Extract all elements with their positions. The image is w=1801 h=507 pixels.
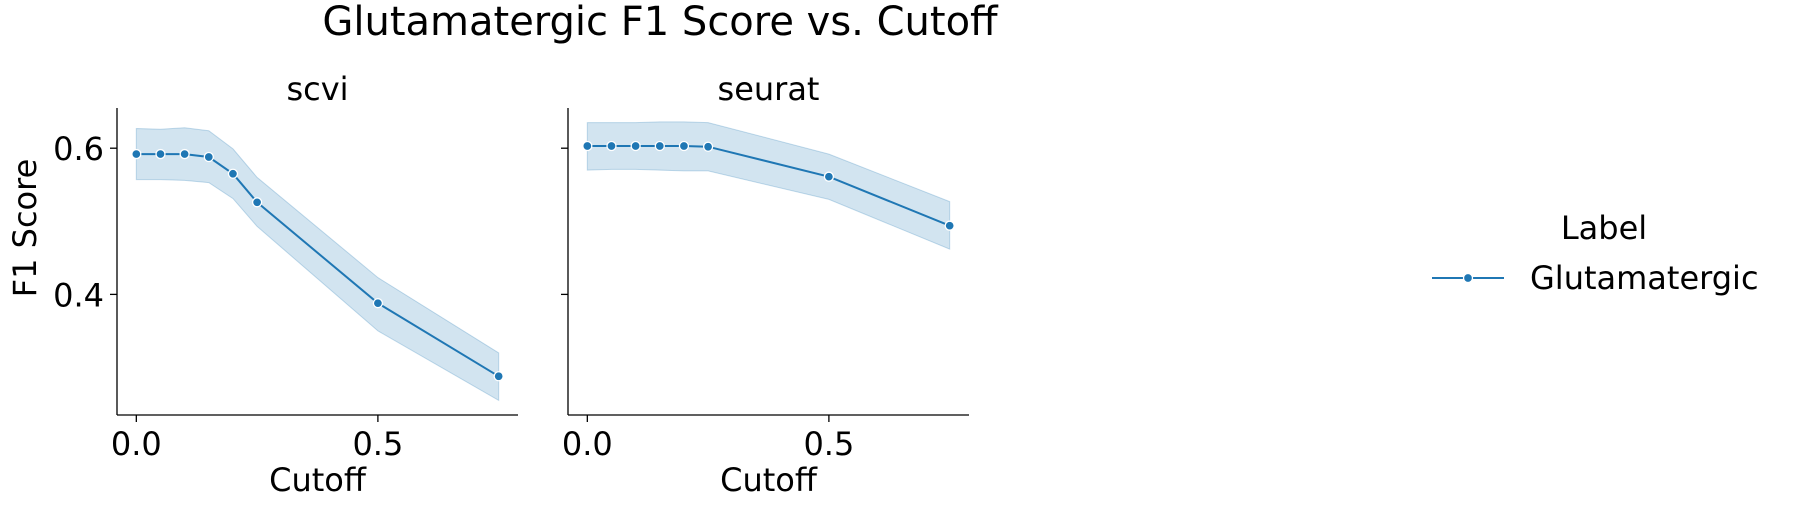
data-point	[678, 140, 690, 152]
x-tick-label: 0.0	[111, 425, 162, 463]
confidence-band	[586, 121, 951, 250]
data-point	[179, 148, 190, 160]
data-point	[654, 140, 665, 152]
legend-marker	[1462, 272, 1474, 284]
data-point	[944, 220, 955, 231]
facet-title: scvi	[286, 70, 348, 108]
x-axis-label: Cutoff	[720, 461, 818, 499]
legend-entry: Glutamatergic	[1530, 259, 1759, 297]
data-point	[630, 140, 641, 152]
data-point	[203, 151, 214, 163]
y-tick-label: 0.6	[53, 130, 104, 168]
data-point	[823, 171, 835, 182]
data-point	[251, 197, 263, 208]
data-point	[582, 140, 593, 152]
data-point	[606, 140, 617, 152]
legend: Label Glutamatergic	[1432, 209, 1759, 297]
chart-title: Glutamatergic F1 Score vs. Cutoff	[322, 0, 999, 45]
x-axis-label: Cutoff	[269, 461, 367, 499]
data-point	[155, 148, 166, 160]
data-point	[131, 148, 142, 160]
confidence-band	[135, 127, 500, 402]
data-point	[702, 141, 714, 152]
data-point	[372, 298, 384, 309]
y-tick-label: 0.4	[53, 276, 104, 314]
data-point	[493, 371, 504, 382]
legend-title: Label	[1561, 209, 1647, 247]
y-axis-label: F1 Score	[6, 159, 44, 298]
data-point	[227, 168, 239, 179]
facet-title: seurat	[718, 70, 820, 108]
x-tick-label: 0.5	[803, 425, 854, 463]
x-tick-label: 0.0	[562, 425, 613, 463]
x-tick-label: 0.5	[352, 425, 403, 463]
